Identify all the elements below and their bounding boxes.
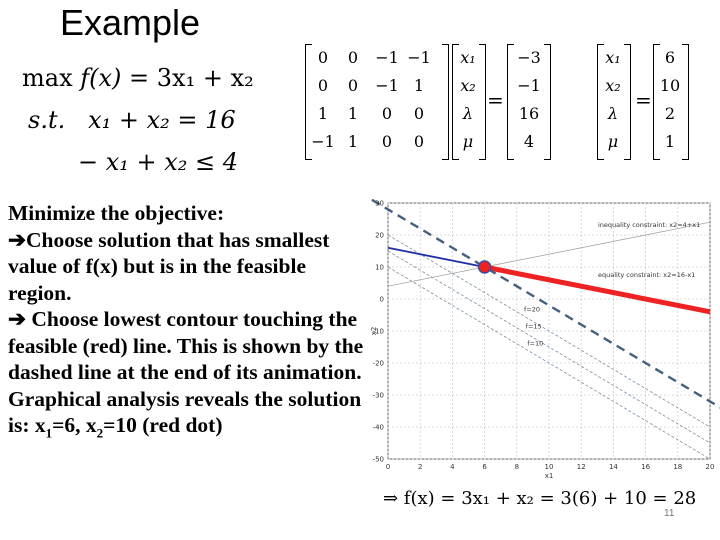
contour-line: [387, 250, 711, 444]
solution-value-cell: 2: [664, 104, 676, 123]
page-number: 11: [664, 508, 675, 519]
solution-x2: =10 (red dot): [103, 413, 223, 437]
x-tick-label: 2: [418, 463, 422, 471]
rhs-cell: −3: [517, 48, 541, 67]
x-axis-label: x1: [545, 472, 554, 480]
equality-label: equality constraint: x2=16-x1: [598, 271, 695, 279]
line-minimize: Minimize the objective:: [8, 201, 225, 225]
line-choose-contour: Choose lowest contour touching the feasi…: [8, 307, 364, 437]
subject-to-label: s.t.: [28, 106, 66, 134]
rhs-vector: [507, 44, 551, 160]
solution-value-cell: 10: [659, 76, 681, 95]
y-axis-label: x2: [370, 327, 378, 336]
equals-sign-2: =: [635, 88, 652, 112]
variable-cell: x₁: [460, 48, 476, 67]
x-tick-label: 8: [515, 463, 519, 471]
matrix-cell: −1: [311, 132, 335, 151]
matrix-cell: 0: [413, 132, 425, 151]
x-tick-label: 14: [609, 463, 618, 471]
variable-cell: μ: [462, 132, 474, 151]
solution-var-vector: [597, 44, 631, 160]
slide-title: Example: [60, 2, 201, 43]
solution-point: [477, 260, 492, 274]
matrix-cell: −1: [407, 48, 431, 67]
constraint-2: − x₁ + x₂ ≤ 4: [78, 148, 239, 176]
matrix-cell: −1: [375, 76, 399, 95]
matrix-cell: 1: [413, 76, 425, 95]
subscript-1: 1: [45, 425, 53, 441]
rhs-cell: −1: [517, 76, 541, 95]
y-tick-label: 0: [380, 296, 384, 304]
matrix-cell: 0: [381, 132, 393, 151]
matrix-cell: 0: [413, 104, 425, 123]
constraint-line-2: − x₁ + x₂ ≤ 4: [78, 148, 238, 176]
y-tick-label: -40: [373, 424, 384, 432]
y-tick-label: -50: [373, 456, 384, 464]
matrix-cell: −1: [375, 48, 399, 67]
y-tick-label: 10: [375, 264, 384, 272]
matrix-cell: 0: [381, 104, 393, 123]
x-tick-label: 10: [545, 463, 554, 471]
arrow-right-icon: ➔: [8, 227, 27, 252]
objective-prefix: max: [22, 64, 73, 92]
constraint-1: x₁ + x₂ = 16: [88, 106, 236, 134]
contour-plot: 0 2 4 6 8 10 12 14 16 18 20 -50 -40 -30 -20 -10 0 10 20 30 x…: [370, 198, 720, 480]
x-tick-label: 0: [386, 463, 390, 471]
y-tick-label: -20: [373, 360, 384, 368]
matrix-cell: 1: [347, 132, 359, 151]
rhs-cell: 4: [523, 132, 535, 151]
contour-label: f=15: [526, 323, 542, 331]
solution-value-cell: 1: [664, 132, 676, 151]
y-tick-label: 20: [375, 232, 384, 240]
solution-variable-cell: μ: [607, 132, 619, 151]
matrix-cell: 0: [347, 76, 359, 95]
x-tick-label: 20: [706, 463, 715, 471]
constraint-line-1: s.t. x₁ + x₂ = 16: [28, 106, 236, 134]
y-tick-label: -30: [373, 392, 384, 400]
solution-conclusion: ⇒ f(x) = 3x₁ + x₂ = 3(6) + 10 = 28: [383, 488, 697, 509]
solution-value-vector: [653, 44, 689, 160]
variable-cell: x₂: [460, 76, 476, 95]
y-tick-label: 30: [375, 200, 384, 208]
inequality-label: inequality constraint: x2=4+x1: [598, 221, 700, 229]
inequality-segment: [387, 246, 485, 268]
variable-vector: [452, 44, 486, 160]
y-tick-label: -10: [373, 328, 384, 336]
matrix-cell: 1: [317, 104, 329, 123]
explanation-text: Minimize the objective: ➔Choose solution…: [8, 200, 370, 447]
rhs-cell: 16: [518, 104, 540, 123]
x-tick-label: 12: [577, 463, 586, 471]
x-tick-label: 6: [482, 463, 487, 471]
contour-label: f=10: [527, 340, 543, 348]
contour-line: [387, 266, 711, 460]
solution-variable-cell: λ: [607, 104, 619, 123]
objective-function: f(x): [80, 64, 122, 92]
solution-x1: =6, x: [52, 413, 97, 437]
line-choose-solution: Choose solution that has smallest value …: [8, 227, 330, 305]
matrix-cell: 0: [347, 48, 359, 67]
x-tick-label: 4: [450, 463, 455, 471]
solution-variable-cell: x₂: [605, 76, 621, 95]
solution-value-cell: 6: [664, 48, 676, 67]
equals-sign-1: =: [487, 88, 504, 112]
inequality-constraint-line: [387, 221, 711, 287]
x-tick-label: 16: [641, 463, 650, 471]
contour-line: [387, 234, 711, 428]
objective-rhs: = 3x₁ + x₂: [129, 64, 254, 92]
subscript-2: 2: [96, 425, 104, 441]
feasible-segment: [484, 264, 711, 315]
matrix-cell: 0: [317, 76, 329, 95]
objective-line: max f(x) = 3x₁ + x₂: [22, 64, 254, 92]
contour-label: f=20: [524, 306, 540, 314]
variable-cell: λ: [462, 104, 474, 123]
arrow-right-icon: ➔: [8, 307, 27, 331]
x-tick-label: 18: [673, 463, 682, 471]
matrix-cell: 1: [347, 104, 359, 123]
matrix-cell: 0: [317, 48, 329, 67]
coefficient-matrix: [305, 44, 449, 160]
solution-variable-cell: x₁: [605, 48, 621, 67]
